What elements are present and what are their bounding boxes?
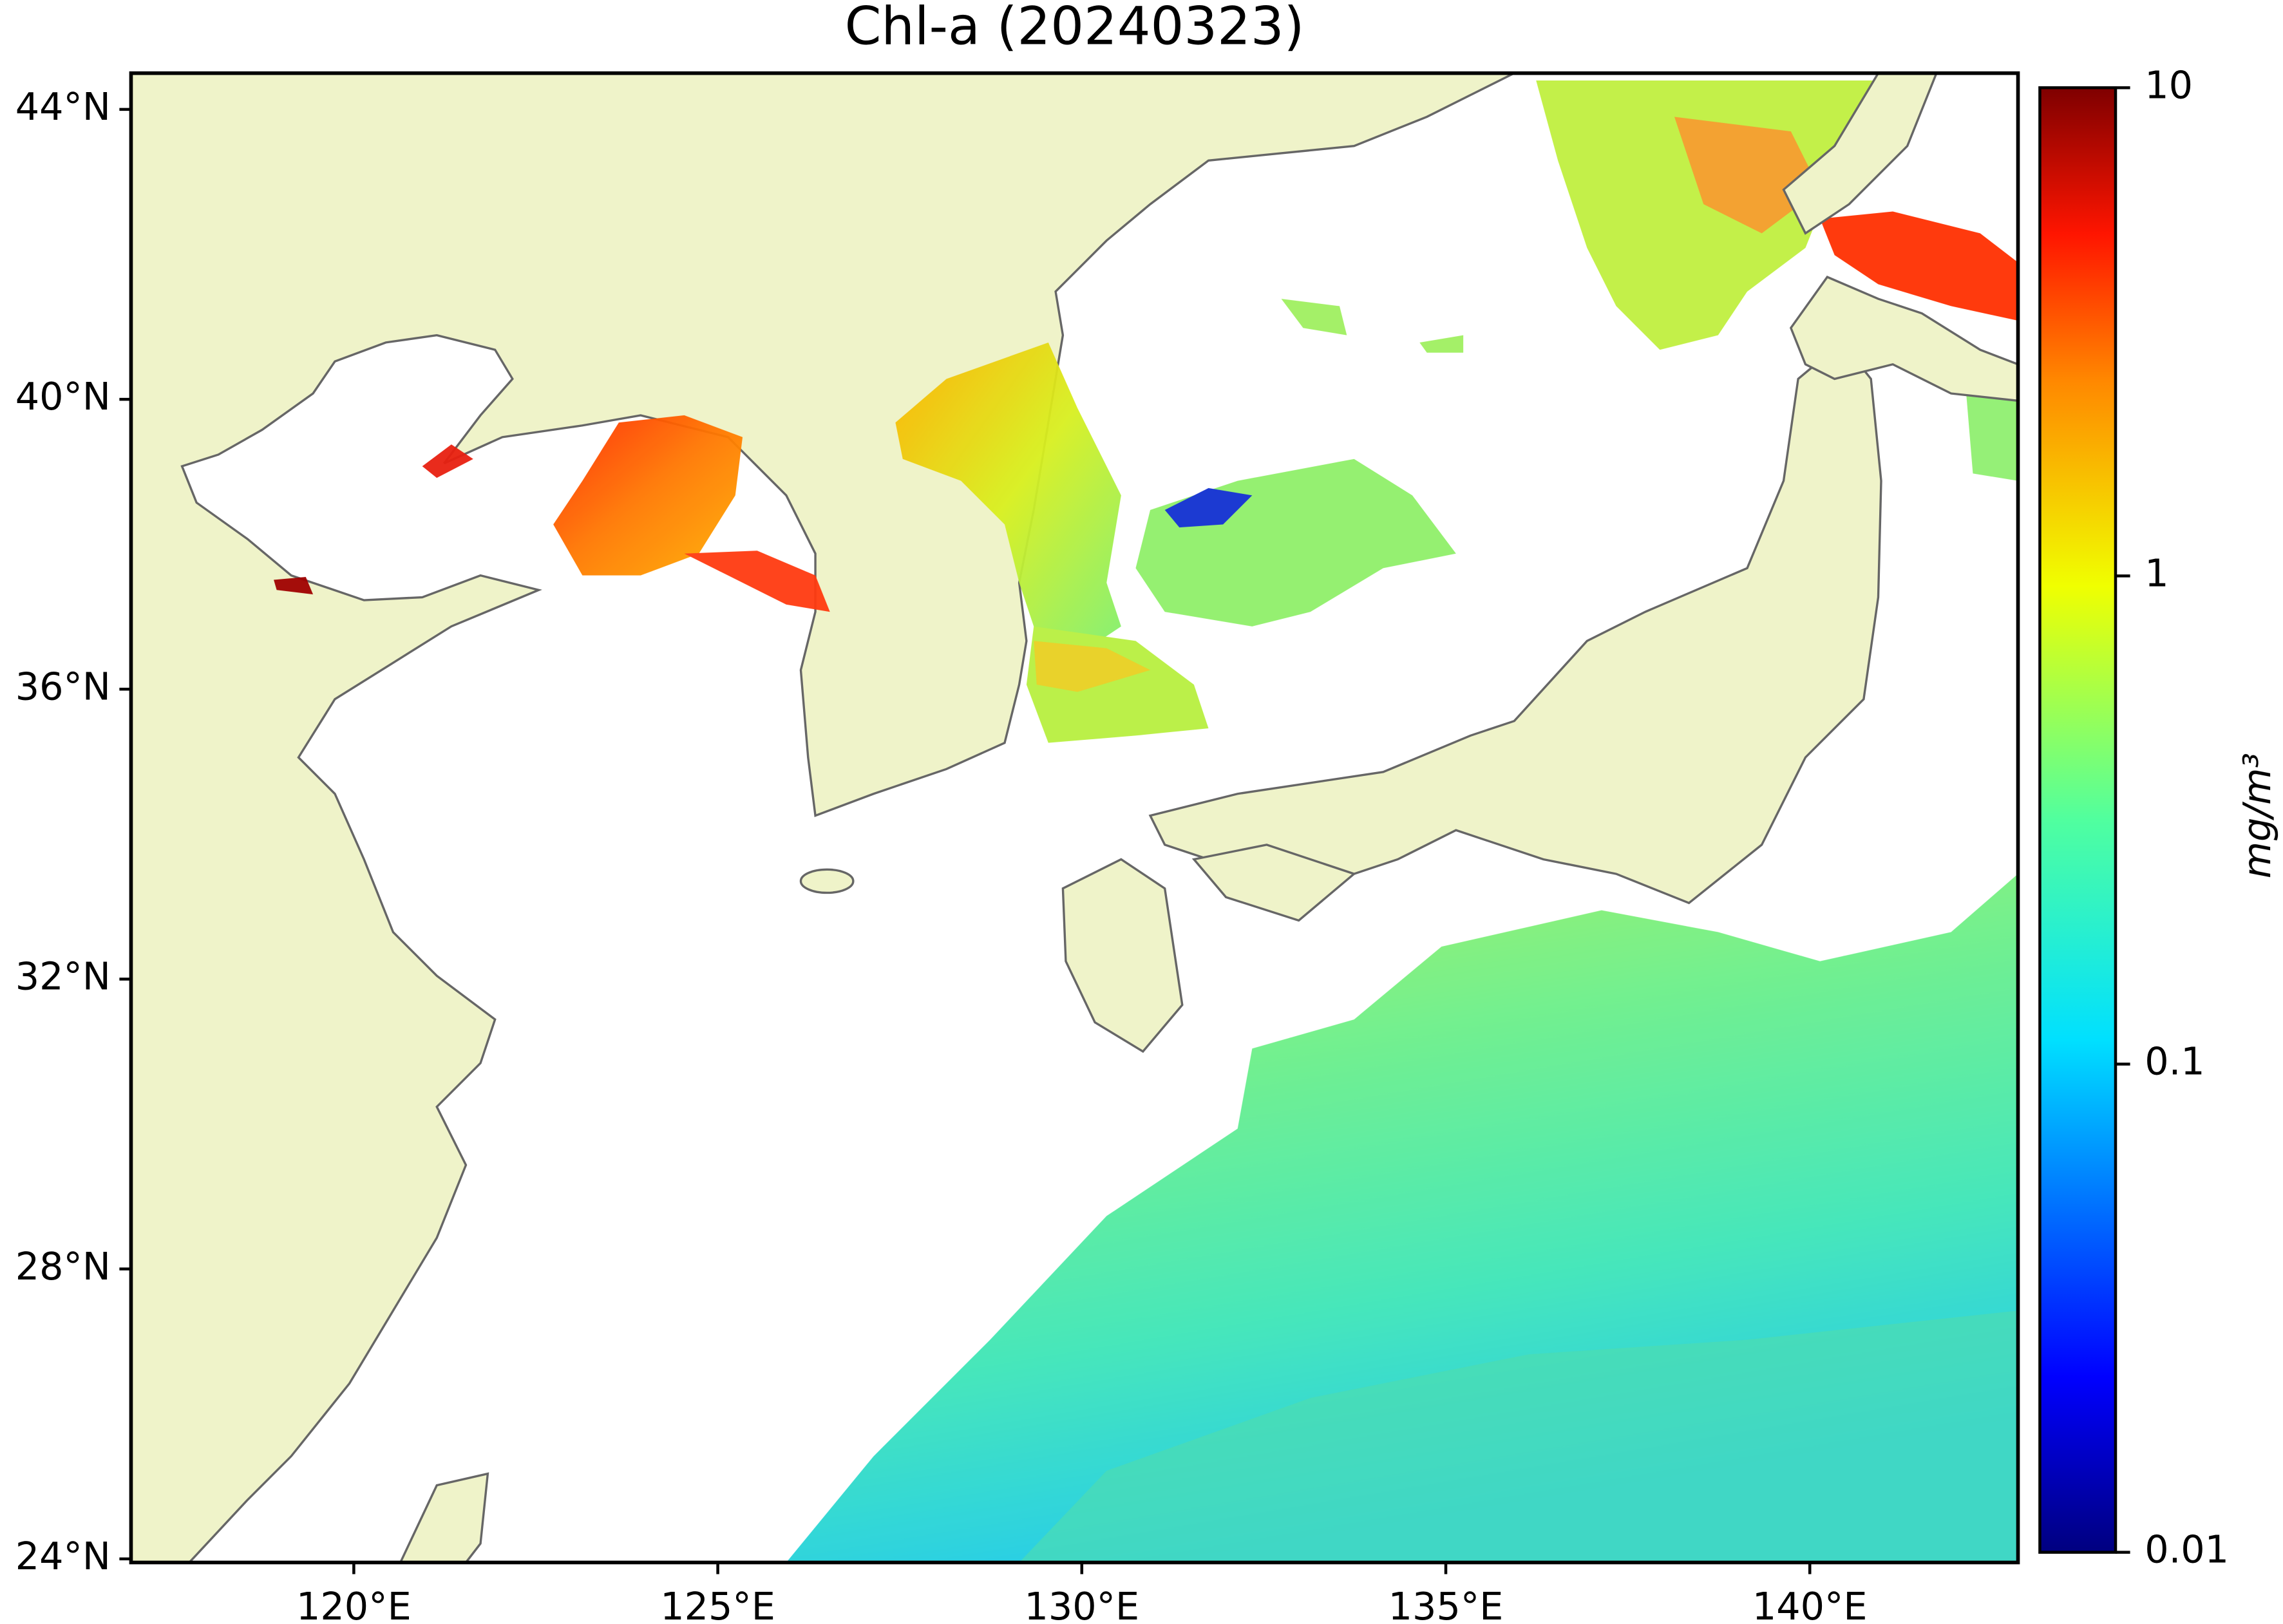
- x-tick-label: 120°E: [296, 1584, 412, 1624]
- y-tick-label: 36°N: [15, 664, 111, 708]
- y-tick-label: 40°N: [15, 374, 111, 419]
- islands: [399, 73, 2018, 1563]
- hokkaido: [1789, 276, 2018, 402]
- chl-field: [274, 80, 2018, 1563]
- jeju: [799, 868, 855, 894]
- kyushu: [1061, 858, 1184, 1053]
- y-tick-label: 24°N: [15, 1534, 111, 1578]
- taiwan: [399, 1472, 489, 1563]
- map-frame: [129, 71, 2020, 1565]
- colorbar: [2038, 86, 2117, 1554]
- sakhalin: [1782, 73, 1938, 235]
- honshu: [1148, 341, 1882, 905]
- map: [131, 73, 2018, 1563]
- chart-title: Chl-a (20240323): [845, 0, 1305, 57]
- x-tick-label: 125°E: [660, 1584, 775, 1624]
- colorbar-tick-label: 0.1: [2145, 1039, 2204, 1084]
- x-tick-label: 130°E: [1024, 1584, 1139, 1624]
- colorbar-label: mg/m³: [2235, 753, 2279, 878]
- x-tick-label: 135°E: [1388, 1584, 1504, 1624]
- y-tick-label: 28°N: [15, 1244, 111, 1289]
- shikoku: [1191, 844, 1356, 922]
- y-tick-label: 44°N: [15, 84, 111, 129]
- x-tick-label: 140°E: [1752, 1584, 1868, 1624]
- axes: 120°E 125°E 130°E 135°E 140°E 24°N 28°N 32°N 36°…: [15, 62, 2229, 1624]
- y-tick-label: 32°N: [15, 954, 111, 999]
- colorbar-tick-label: 10: [2145, 62, 2193, 107]
- colorbar-tick-label: 1: [2145, 551, 2168, 595]
- colorbar-tick-label: 0.01: [2145, 1527, 2229, 1572]
